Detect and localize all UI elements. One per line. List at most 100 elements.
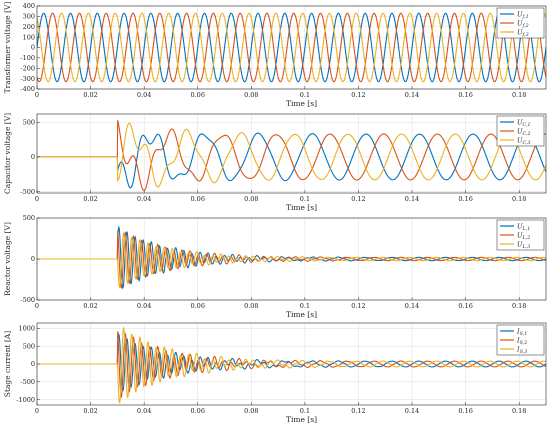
x-tick-label: 0.04 — [137, 302, 151, 310]
x-tick-label: 0.08 — [244, 407, 258, 415]
x-tick-label: 0.16 — [458, 407, 472, 415]
series-line-U-f,3 — [37, 12, 546, 83]
series-line-U-L,3 — [37, 231, 546, 289]
x-tick-label: 0.08 — [244, 195, 258, 203]
x-tick-label: 0.18 — [512, 407, 526, 415]
x-tick-label: 0 — [35, 407, 39, 415]
x-tick-label: 0.14 — [405, 91, 419, 99]
legend: Uf,1Uf,2Uf,3 — [496, 7, 545, 39]
legend-box — [496, 324, 545, 356]
legend-label: Uf,1 — [517, 10, 529, 20]
legend: IS,1IS,2IS,3 — [496, 324, 545, 356]
y-tick-label: 0 — [31, 153, 35, 161]
y-tick-label: 0 — [31, 360, 35, 368]
x-tick-label: 0.02 — [83, 91, 97, 99]
y-tick-label: 100 — [23, 33, 35, 41]
y-tick-label: -100 — [20, 54, 35, 62]
series-group — [37, 326, 546, 404]
series-line-U-f,1 — [37, 12, 546, 83]
x-tick-label: 0.1 — [300, 91, 310, 99]
x-tick-label: 0.04 — [137, 195, 151, 203]
x-tick-label: 0.06 — [190, 302, 204, 310]
series-line-I-S,2 — [37, 331, 546, 399]
x-tick-label: 0.16 — [458, 195, 472, 203]
y-tick-label: 0 — [31, 44, 35, 52]
series-line-U-C,2 — [37, 120, 546, 191]
x-tick-label: 0.12 — [351, 302, 365, 310]
legend: UC,1UC,2UC,3 — [496, 115, 545, 147]
x-tick-label: 0 — [35, 302, 39, 310]
series-line-I-S,1 — [37, 332, 546, 392]
x-tick-label: 0.16 — [458, 91, 472, 99]
x-tick-label: 0.1 — [300, 302, 310, 310]
series-group — [37, 225, 546, 290]
x-tick-label: 0.18 — [512, 195, 526, 203]
x-tick-label: 0.06 — [190, 407, 204, 415]
legend-label: UC,2 — [517, 127, 531, 137]
legend-label: Uf,3 — [517, 28, 529, 38]
x-tick-label: 0.04 — [137, 91, 151, 99]
y-axis-label: Transformer voltage [V] — [3, 2, 12, 94]
y-tick-label: -500 — [20, 296, 35, 304]
y-tick-label: 1000 — [18, 325, 35, 333]
y-axis-label: Capacitor voltage [V] — [3, 113, 12, 194]
chart-panel-2: 0 0.02 0.04 0.06 0.08 0.1 0.12 0.14 0.16 0.18 -500… — [3, 113, 547, 212]
y-tick-label: 500 — [23, 214, 35, 222]
x-tick-label: 0.14 — [405, 407, 419, 415]
x-tick-label: 0.02 — [83, 302, 97, 310]
x-tick-label: 0.02 — [83, 407, 97, 415]
x-axis-label: Time [s] — [286, 99, 317, 108]
x-tick-label: 0.04 — [137, 407, 151, 415]
y-tick-label: 500 — [23, 342, 35, 350]
legend-label: UL,3 — [517, 240, 530, 250]
legend-label: Uf,2 — [517, 19, 529, 29]
legend-label: IS,1 — [516, 327, 527, 337]
x-tick-label: 0.08 — [244, 91, 258, 99]
chart-panel-3: 0 0.02 0.04 0.06 0.08 0.1 0.12 0.14 0.16 0.18 -500… — [3, 214, 547, 319]
y-tick-label: -400 — [20, 85, 35, 93]
x-tick-label: 0.08 — [244, 302, 258, 310]
series-line-U-f,2 — [37, 12, 546, 83]
y-axis-label: Reactor voltage [V] — [3, 222, 12, 296]
y-axis-label: Stage current [A] — [3, 331, 12, 397]
y-tick-label: 400 — [23, 2, 35, 10]
x-tick-label: 0.14 — [405, 302, 419, 310]
legend-label: UL,1 — [517, 222, 530, 232]
series-group — [37, 120, 546, 191]
chart-panel-4: 0 0.02 0.04 0.06 0.08 0.1 0.12 0.14 0.16 0.18 -100… — [3, 322, 547, 424]
grid — [36, 114, 546, 193]
x-tick-label: 0.12 — [351, 195, 365, 203]
legend-label: IS,2 — [516, 336, 527, 346]
x-tick-label: 0.1 — [300, 407, 310, 415]
y-tick-label: 300 — [23, 13, 35, 21]
legend: UL,1UL,2UL,3 — [496, 219, 545, 251]
x-tick-label: 0.12 — [351, 407, 365, 415]
y-tick-label: 0 — [31, 255, 35, 263]
plot-area — [37, 114, 546, 193]
x-tick-label: 0.18 — [512, 302, 526, 310]
x-tick-label: 0.06 — [190, 91, 204, 99]
x-tick-label: 0.16 — [458, 302, 472, 310]
x-tick-label: 0 — [35, 195, 39, 203]
y-tick-label: 500 — [23, 119, 35, 127]
y-tick-label: -300 — [20, 75, 35, 83]
x-axis-label: Time [s] — [286, 415, 317, 424]
legend-label: UC,3 — [517, 136, 531, 146]
x-tick-label: 0.18 — [512, 91, 526, 99]
x-tick-label: 0.02 — [83, 195, 97, 203]
legend-label: UL,2 — [517, 231, 530, 241]
y-tick-label: 200 — [23, 23, 35, 31]
x-tick-label: 0.1 — [300, 195, 310, 203]
x-tick-label: 0.06 — [190, 195, 204, 203]
x-tick-label: 0 — [35, 91, 39, 99]
chart-panel-1: 0 0.02 0.04 0.06 0.08 0.1 0.12 0.14 0.16 0.18 -400… — [3, 2, 547, 108]
y-tick-label: -500 — [20, 188, 35, 196]
series-line-U-C,3 — [37, 122, 546, 188]
axis-frame — [36, 113, 547, 194]
series-line-U-L,2 — [37, 230, 546, 289]
series-group — [37, 12, 546, 83]
y-tick-label: -200 — [20, 64, 35, 72]
x-tick-label: 0.12 — [351, 91, 365, 99]
legend-label: UC,1 — [517, 118, 531, 128]
